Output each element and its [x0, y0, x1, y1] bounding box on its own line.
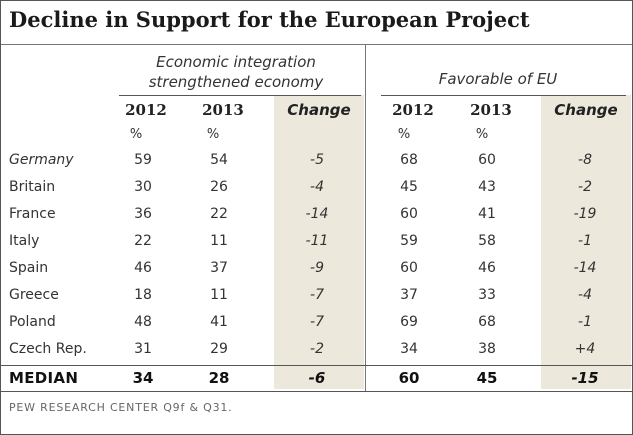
cell-greece-4: 33: [478, 287, 496, 303]
cell-italy-4: 58: [478, 233, 496, 249]
cell-france-1: 22: [210, 206, 228, 222]
cell-spain-1: 37: [210, 260, 228, 276]
cell-germany-4: 60: [478, 152, 496, 168]
cell-italy-3: 59: [400, 233, 418, 249]
cell-britain-0: 30: [134, 179, 152, 195]
cell-median-3: 60: [398, 369, 420, 387]
group-heading-economic-line1: Economic integration: [156, 53, 316, 71]
cell-greece-2: -7: [310, 287, 324, 303]
cell-france-5: -19: [573, 206, 597, 222]
group-rule-favorable: [381, 95, 626, 96]
cell-czech-rep-0: 31: [134, 341, 152, 357]
row-label-britain: Britain: [9, 179, 56, 195]
cell-poland-0: 48: [134, 314, 152, 330]
cell-france-4: 41: [478, 206, 496, 222]
cell-poland-1: 41: [210, 314, 228, 330]
cell-czech-rep-5: +4: [574, 341, 596, 357]
change-column-shade-2: [541, 95, 631, 389]
row-label-poland: Poland: [9, 314, 56, 330]
cell-spain-5: -14: [573, 260, 597, 276]
cell-greece-5: -4: [578, 287, 592, 303]
cell-czech-rep-2: -2: [310, 341, 324, 357]
unit-2012-econ: %: [129, 127, 143, 142]
cell-median-2: -6: [308, 369, 326, 387]
cell-italy-1: 11: [210, 233, 228, 249]
cell-spain-3: 60: [400, 260, 418, 276]
cell-poland-4: 68: [478, 314, 496, 330]
cell-italy-5: -1: [578, 233, 592, 249]
cell-czech-rep-4: 38: [478, 341, 496, 357]
cell-britain-3: 45: [400, 179, 418, 195]
cell-greece-3: 37: [400, 287, 418, 303]
cell-germany-5: -8: [578, 152, 592, 168]
source-note: PEW RESEARCH CENTER Q9f & Q31.: [9, 401, 233, 414]
col-2012-eu: 2012: [392, 101, 434, 119]
cell-spain-2: -9: [310, 260, 324, 276]
cell-britain-4: 43: [478, 179, 496, 195]
change-column-shade-1: [274, 95, 364, 389]
row-label-median: MEDIAN: [9, 369, 79, 387]
cell-median-4: 45: [476, 369, 498, 387]
group-rule-economic: [119, 95, 361, 96]
row-label-czech-rep: Czech Rep.: [9, 341, 87, 357]
cell-britain-1: 26: [210, 179, 228, 195]
group-heading-favorable-line1: Favorable of EU: [438, 70, 558, 88]
row-label-germany: Germany: [9, 152, 74, 168]
cell-poland-3: 69: [400, 314, 418, 330]
cell-median-0: 34: [132, 369, 154, 387]
cell-france-0: 36: [134, 206, 152, 222]
group-heading-favorable: Favorable of EU: [373, 69, 623, 89]
cell-greece-0: 18: [134, 287, 152, 303]
col-2013-econ: 2013: [202, 101, 244, 119]
col-change-econ: Change: [287, 101, 351, 119]
cell-germany-2: -5: [310, 152, 324, 168]
cell-poland-5: -1: [578, 314, 592, 330]
cell-spain-0: 46: [134, 260, 152, 276]
median-rule: [1, 365, 632, 366]
unit-2013-eu: %: [475, 127, 489, 142]
row-label-italy: Italy: [9, 233, 40, 249]
col-2012-econ: 2012: [125, 101, 167, 119]
col-change-eu: Change: [554, 101, 618, 119]
cell-france-2: -14: [305, 206, 329, 222]
cell-median-1: 28: [208, 369, 230, 387]
col-2013-eu: 2013: [470, 101, 512, 119]
group-heading-economic-line2: strengthened economy: [148, 73, 324, 91]
unit-2012-eu: %: [397, 127, 411, 142]
row-label-greece: Greece: [9, 287, 59, 303]
cell-median-5: -15: [571, 369, 599, 387]
group-divider: [365, 45, 366, 391]
cell-czech-rep-3: 34: [400, 341, 418, 357]
row-label-france: France: [9, 206, 56, 222]
cell-spain-4: 46: [478, 260, 496, 276]
chart-title: Decline in Support for the European Proj…: [9, 7, 530, 32]
cell-germany-3: 68: [400, 152, 418, 168]
row-label-spain: Spain: [9, 260, 49, 276]
unit-2013-econ: %: [206, 127, 220, 142]
cell-italy-0: 22: [134, 233, 152, 249]
cell-britain-2: -4: [310, 179, 324, 195]
cell-czech-rep-1: 29: [210, 341, 228, 357]
cell-germany-0: 59: [134, 152, 152, 168]
cell-france-3: 60: [400, 206, 418, 222]
cell-poland-2: -7: [310, 314, 324, 330]
title-rule: [1, 44, 632, 45]
cell-greece-1: 11: [210, 287, 228, 303]
group-heading-economic: Economic integration strengthened econom…: [116, 52, 356, 92]
cell-germany-1: 54: [210, 152, 228, 168]
cell-britain-5: -2: [578, 179, 592, 195]
cell-italy-2: -11: [305, 233, 329, 249]
bottom-rule: [1, 391, 632, 392]
